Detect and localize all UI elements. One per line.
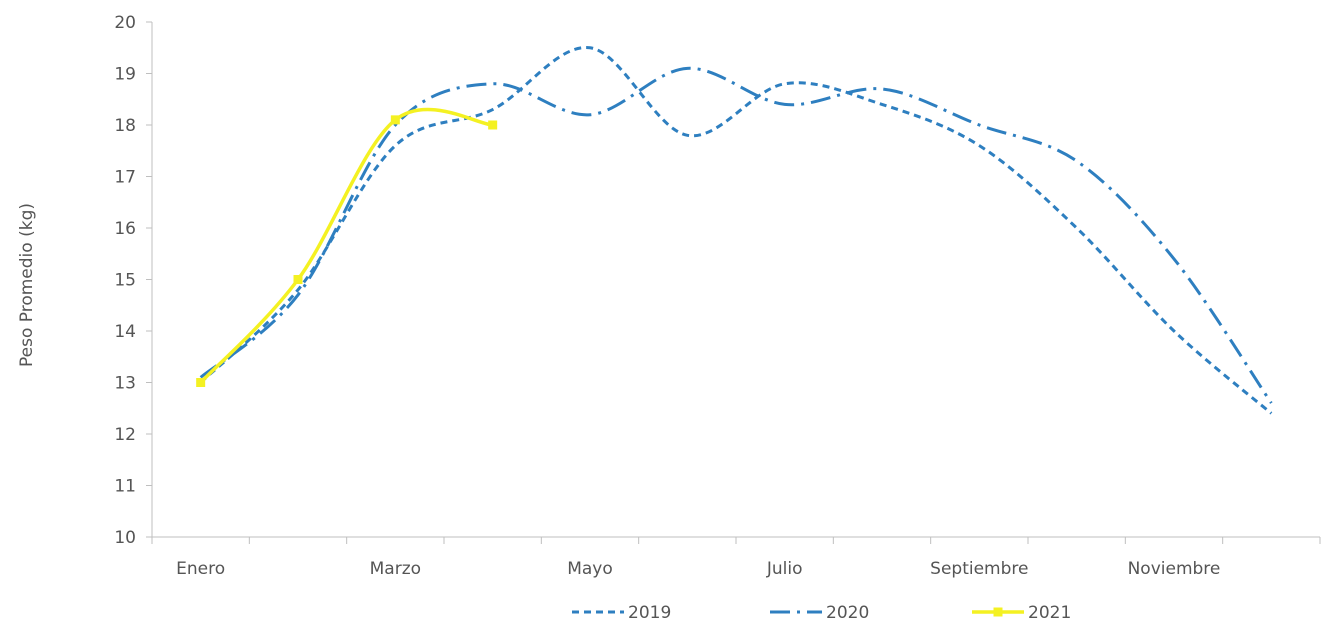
- legend: 2019 2020 2021: [572, 603, 1071, 623]
- legend-label-2019: 2019: [628, 603, 671, 623]
- x-tick-label: Septiembre: [930, 559, 1028, 579]
- legend-item-2021: 2021: [972, 603, 1071, 623]
- y-tick-label: 11: [114, 477, 136, 497]
- y-tick-label: 15: [114, 271, 136, 291]
- series-2019: [199, 46, 1273, 415]
- y-axis-title: Peso Promedio (kg): [17, 203, 37, 367]
- series-line-2019: [199, 46, 1273, 415]
- legend-label-2021: 2021: [1028, 603, 1071, 623]
- series-layer: [196, 46, 1273, 415]
- legend-item-2020: 2020: [770, 603, 869, 623]
- y-tick-label: 18: [114, 116, 136, 136]
- y-tick-label: 19: [114, 65, 136, 85]
- legend-marker-2021: [993, 607, 1003, 617]
- legend-item-2019: 2019: [572, 603, 671, 623]
- y-tick-label: 14: [114, 322, 136, 342]
- y-tick-label: 17: [114, 168, 136, 188]
- y-tick-label: 10: [114, 528, 136, 548]
- data-point-2021: [390, 115, 400, 125]
- y-tick-label: 13: [114, 374, 136, 394]
- data-point-2021: [293, 275, 303, 284]
- legend-label-2020: 2020: [826, 603, 869, 623]
- x-tick-label: Enero: [176, 559, 225, 579]
- series-2021: [196, 107, 498, 387]
- x-tick-label: Julio: [766, 559, 803, 579]
- data-point-2021: [488, 120, 498, 130]
- x-axis: Enero Marzo Mayo Julio Septiembre Noviembre: [151, 536, 1321, 579]
- series-line-2021: [199, 107, 493, 384]
- x-tick-label: Noviembre: [1128, 559, 1221, 579]
- y-tick-label: 16: [114, 219, 136, 239]
- y-axis: 10 11 12 13 14 15 16 17 18 19 20: [114, 13, 153, 548]
- data-point-2021: [196, 378, 206, 387]
- y-tick-label: 20: [114, 13, 136, 33]
- x-tick-label: Marzo: [370, 559, 421, 579]
- series-line-2020: [199, 66, 1273, 404]
- y-tick-label: 12: [114, 425, 136, 445]
- x-tick-label: Mayo: [567, 559, 613, 579]
- series-2020: [199, 66, 1273, 404]
